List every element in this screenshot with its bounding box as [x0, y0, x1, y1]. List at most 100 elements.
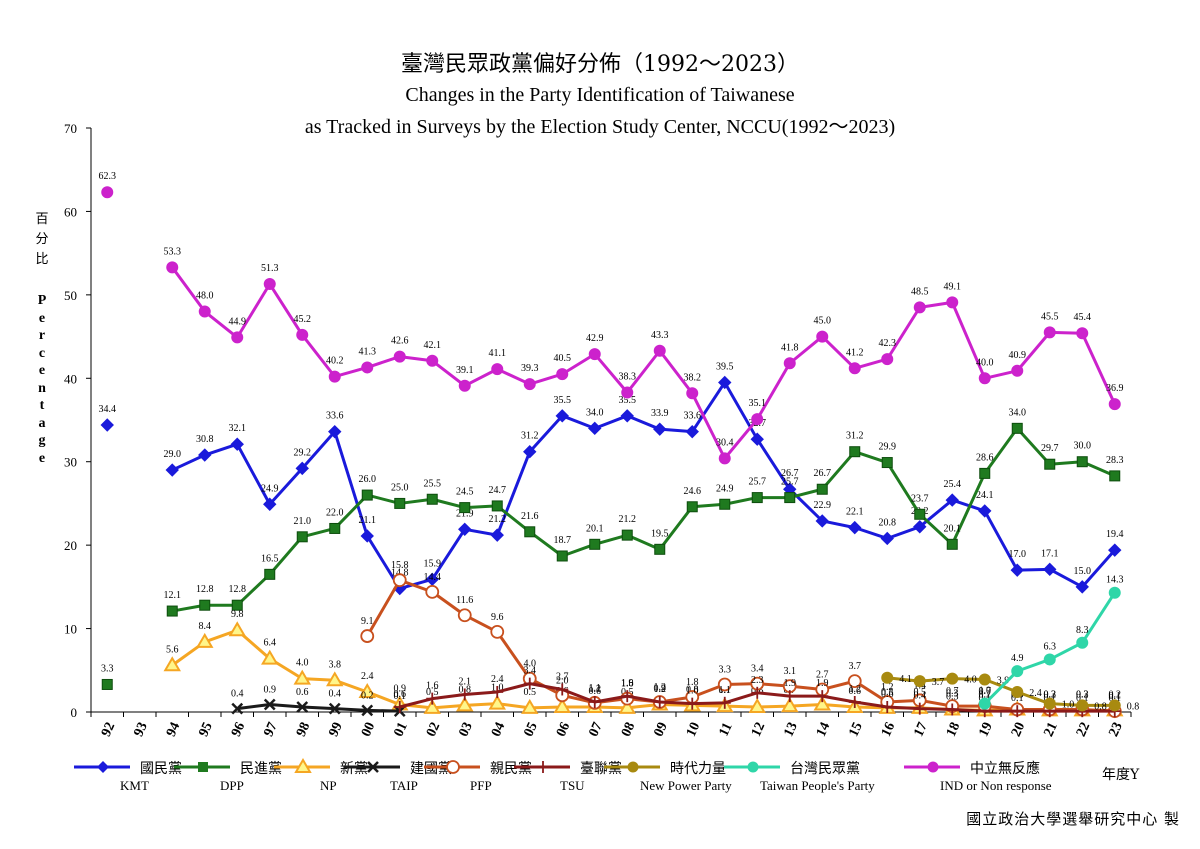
data-point [978, 673, 991, 686]
data-label: 4.0 [964, 675, 977, 686]
x-tick-label: 10 [684, 720, 704, 739]
data-label: 17.0 [1009, 549, 1027, 560]
data-point [328, 702, 341, 715]
data-label: 22.1 [846, 507, 864, 518]
data-point [198, 448, 212, 462]
legend-label-cn: 中立無反應 [970, 761, 1040, 777]
data-point [393, 350, 406, 363]
data-point [491, 363, 504, 376]
x-tick-label: 02 [424, 720, 444, 739]
y-tick-label: 60 [64, 204, 77, 219]
data-point [231, 599, 243, 611]
data-label: 21.9 [456, 508, 474, 519]
y-tick-label: 50 [64, 288, 77, 303]
data-point [1043, 562, 1057, 577]
data-point [263, 698, 276, 711]
data-point [394, 497, 406, 509]
data-point [458, 522, 472, 536]
data-label: 3.4 [524, 666, 537, 677]
data-point [849, 446, 861, 458]
data-label: 1.0 [979, 686, 992, 697]
series-taip: 0.4 0.9 0.6 0.4 0.2 0.1 [231, 684, 406, 718]
data-point [165, 463, 179, 477]
data-point [458, 688, 471, 701]
data-point [326, 671, 344, 687]
data-label: 0.5 [426, 687, 439, 698]
x-tick-label: 17 [911, 720, 931, 739]
data-label: 1.8 [686, 677, 699, 688]
data-point [946, 672, 959, 685]
data-label: 36.9 [1106, 383, 1124, 394]
y-tick-label: 20 [64, 538, 77, 553]
x-tick-label: 03 [456, 720, 476, 739]
data-label: 51.3 [261, 263, 279, 274]
data-point [296, 531, 308, 543]
data-point [1043, 326, 1056, 339]
x-tick-label: 18 [944, 720, 964, 739]
data-label: 25.4 [944, 479, 962, 490]
data-point [263, 497, 277, 511]
data-label: 1.1 [719, 685, 732, 696]
data-point [199, 599, 211, 611]
data-label: 0.9 [394, 683, 407, 694]
legend-swatch [274, 758, 330, 773]
data-label: 42.3 [879, 338, 897, 349]
data-label: 8.3 [1076, 625, 1089, 636]
series-ind-or-non-response: 62.3 53.3 48.0 44.9 51.3 45.2 40.2 41.3 42.6 42.1… [99, 171, 1124, 465]
data-label: 20.1 [944, 523, 962, 534]
data-label: 0.3 [1076, 689, 1089, 700]
data-label: 0.5 [914, 687, 927, 698]
series-tsu: 0.61.6 2.1 2.43.42.71.21.91.2 1.0 1.12.3 1.9 1… [394, 666, 1121, 718]
data-point [1108, 398, 1121, 411]
data-point [231, 702, 244, 715]
data-label: 0.9 [654, 683, 667, 694]
data-label: 26.0 [359, 474, 377, 485]
data-label: 29.2 [294, 447, 312, 458]
data-label: 0.3 [946, 691, 959, 702]
data-label: 1.0 [1062, 700, 1075, 711]
legend-label-en: NP [320, 778, 337, 793]
data-point [717, 677, 732, 692]
x-tick-label: 01 [391, 720, 411, 739]
legend-label-en: KMT [120, 778, 149, 793]
data-label: 42.9 [586, 333, 604, 344]
data-label: 41.2 [846, 347, 864, 358]
data-point [358, 682, 376, 698]
data-label: 33.6 [326, 411, 344, 422]
data-label: 45.2 [294, 314, 312, 325]
data-label: 3.1 [784, 666, 797, 677]
data-label: 14.8 [391, 568, 409, 579]
data-label: 40.5 [554, 353, 572, 364]
x-tick-label: 99 [326, 720, 346, 739]
data-label: 29.7 [1041, 443, 1059, 454]
data-label: 14.4 [424, 572, 442, 583]
data-point [686, 697, 699, 710]
data-label: 2.0 [556, 675, 569, 686]
x-tick-label: 06 [554, 720, 574, 739]
data-point [491, 500, 503, 512]
data-label: 42.6 [391, 336, 409, 347]
data-label: 20.1 [586, 523, 604, 534]
data-label: 1.6 [426, 681, 439, 692]
data-label: 14.3 [1106, 575, 1124, 586]
legend-label-en: PFP [470, 778, 492, 793]
data-point [784, 492, 796, 504]
data-point [620, 409, 634, 423]
data-label: 1.9 [816, 678, 829, 689]
data-label: 5.6 [166, 644, 179, 655]
data-label: 19.5 [651, 528, 669, 539]
data-point [166, 605, 178, 617]
data-point [295, 461, 309, 476]
legend-label-cn: 建國黨 [410, 761, 452, 777]
data-point [392, 573, 407, 588]
data-label: 31.2 [521, 431, 539, 442]
data-point [101, 186, 114, 199]
x-tick-label: 94 [164, 720, 184, 739]
data-point [978, 372, 991, 385]
data-label: 1.2 [849, 684, 862, 695]
data-point [166, 261, 179, 274]
data-point [881, 457, 893, 469]
data-label: 39.5 [716, 361, 734, 372]
legend-swatch [424, 760, 480, 774]
data-label: 21.6 [521, 511, 539, 522]
